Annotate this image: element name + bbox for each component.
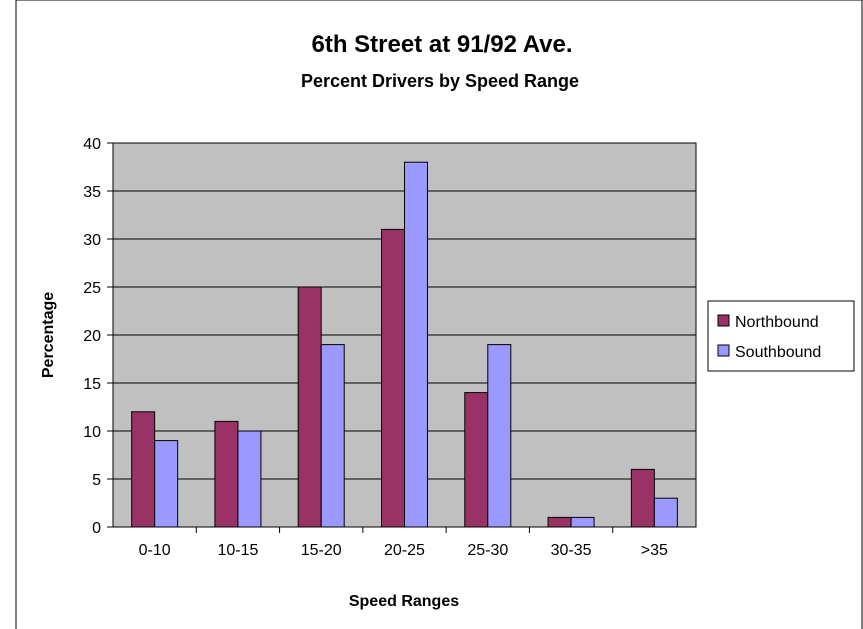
x-axis-label: Speed Ranges <box>349 593 459 610</box>
x-tick-label: 0-10 <box>139 542 171 559</box>
y-tick-label: 0 <box>92 520 101 537</box>
x-tick-label: 15-20 <box>301 542 342 559</box>
bar-northbound-3 <box>381 228 405 528</box>
x-tick-label: 10-15 <box>217 542 258 559</box>
bar-southbound-5 <box>570 516 595 528</box>
bar-northbound-2 <box>297 286 322 528</box>
bar-northbound-5 <box>547 516 572 528</box>
x-tick-label: >35 <box>641 542 668 559</box>
legend-label-northbound: Northbound <box>735 314 819 331</box>
chart-subtitle: Percent Drivers by Speed Range <box>301 71 579 91</box>
bar-southbound-4 <box>487 344 512 528</box>
y-axis-label: Percentage <box>40 292 57 378</box>
y-tick-label: 30 <box>83 232 101 249</box>
bar-northbound-1 <box>214 420 239 528</box>
bar-northbound-6 <box>630 468 655 528</box>
bar-southbound-2 <box>320 344 345 528</box>
y-tick-label: 35 <box>83 184 101 201</box>
y-tick-labels: 0 5 10 15 20 25 30 35 40 <box>83 136 101 537</box>
bars <box>131 161 678 528</box>
legend-box <box>707 300 855 372</box>
x-tick-label: 30-35 <box>551 542 592 559</box>
bar-southbound-6 <box>653 497 678 528</box>
y-tick-label: 10 <box>83 424 101 441</box>
y-tick-label: 25 <box>83 280 101 297</box>
bar-southbound-0 <box>154 440 179 528</box>
x-tick-label: 25-30 <box>467 542 508 559</box>
plot-border <box>112 142 697 528</box>
legend-label-southbound: Southbound <box>735 344 821 361</box>
x-tick-labels: 0-10 10-15 15-20 20-25 25-30 30-35 >35 <box>139 542 668 559</box>
y-tick-label: 15 <box>83 376 101 393</box>
y-tick-label: 40 <box>83 136 101 153</box>
legend: Northbound Southbound <box>707 300 855 372</box>
x-tick-label: 20-25 <box>384 542 425 559</box>
bar-southbound-3 <box>404 161 428 528</box>
y-tick-label: 5 <box>92 472 101 489</box>
bar-southbound-1 <box>237 430 262 528</box>
chart-title: 6th Street at 91/92 Ave. <box>311 31 572 58</box>
axes <box>107 142 697 533</box>
legend-swatch-northbound <box>717 314 730 327</box>
bar-northbound-4 <box>464 392 489 528</box>
bar-northbound-0 <box>131 411 156 528</box>
y-tick-label: 20 <box>83 328 101 345</box>
legend-swatch-southbound <box>717 344 730 357</box>
